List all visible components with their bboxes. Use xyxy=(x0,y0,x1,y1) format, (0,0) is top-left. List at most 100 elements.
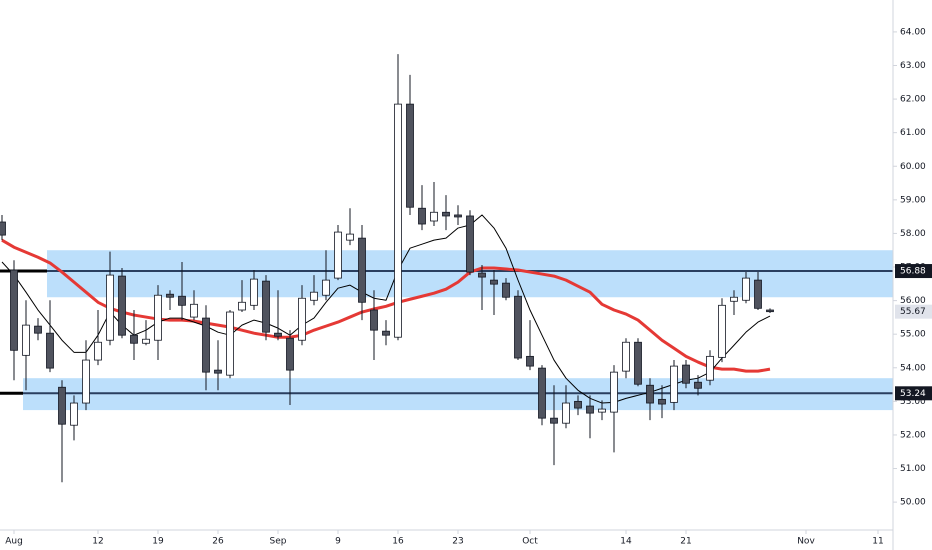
x-tick-label: 12 xyxy=(92,537,103,547)
candle-body xyxy=(226,311,234,376)
candle-body xyxy=(490,279,498,285)
y-tick-label: 55.00 xyxy=(900,330,926,340)
x-tick-label: 21 xyxy=(680,537,691,547)
candle-body xyxy=(0,221,6,236)
y-tick-label: 50.00 xyxy=(900,498,926,508)
x-tick-label: 9 xyxy=(335,537,341,547)
candle-body xyxy=(214,369,222,374)
candle-body xyxy=(526,355,534,367)
candle-body xyxy=(598,408,606,413)
x-tick-label: 16 xyxy=(392,537,404,547)
candle-body xyxy=(70,402,78,426)
candle-body xyxy=(574,400,582,409)
candle-body xyxy=(34,325,42,334)
candle-body xyxy=(514,295,522,359)
candle-body xyxy=(118,275,126,336)
x-tick-label: 14 xyxy=(620,537,632,547)
candle-body xyxy=(382,330,390,336)
x-tick-label: 23 xyxy=(452,537,463,547)
y-tick-label: 62.00 xyxy=(900,95,926,105)
x-tick-label: 26 xyxy=(212,537,224,547)
x-tick-label: Sep xyxy=(270,537,287,547)
candle-body xyxy=(418,207,426,225)
y-tick-label: 63.00 xyxy=(900,61,926,71)
candle-body xyxy=(178,295,186,306)
candle-body xyxy=(742,277,750,301)
y-tick-label: 59.00 xyxy=(900,195,926,205)
x-tick-label: Aug xyxy=(5,537,23,547)
candle-body xyxy=(658,398,666,405)
moving-average-line xyxy=(1,238,771,373)
candle-body xyxy=(190,303,198,318)
candle-body xyxy=(286,337,294,371)
time-axis-background xyxy=(0,530,893,550)
moving-average-line xyxy=(1,214,771,404)
last-price-label: 55.67 xyxy=(900,307,926,317)
y-tick-label: 56.00 xyxy=(900,296,926,306)
candle-body xyxy=(250,278,258,306)
candle-body xyxy=(622,341,630,372)
candle-body xyxy=(562,402,570,424)
y-tick-label: 60.00 xyxy=(900,162,926,172)
candle-body xyxy=(538,367,546,419)
candle-body xyxy=(262,280,270,333)
candle-body xyxy=(694,381,702,389)
candle-body xyxy=(154,294,162,341)
candle-body xyxy=(454,214,462,218)
candle-body xyxy=(238,301,246,311)
y-tick-label: 52.00 xyxy=(900,430,926,440)
x-tick-label: Nov xyxy=(797,537,815,547)
candle-body xyxy=(82,359,90,404)
candle-body xyxy=(406,103,414,208)
candle-body xyxy=(310,291,318,301)
y-tick-label: 61.00 xyxy=(900,128,926,138)
candle-body xyxy=(142,338,150,344)
y-tick-label: 51.00 xyxy=(900,464,926,474)
y-tick-label: 53.00 xyxy=(900,397,926,407)
candle-body xyxy=(322,279,330,296)
candle-body xyxy=(130,334,138,344)
candle-body xyxy=(550,417,558,424)
candle-body xyxy=(730,296,738,302)
candle-body xyxy=(106,274,114,341)
x-tick-label: 11 xyxy=(872,537,883,547)
x-tick-label: 19 xyxy=(152,537,164,547)
candle-body xyxy=(394,103,402,338)
candle-body xyxy=(334,231,342,279)
candle-body xyxy=(274,332,282,337)
candle-body xyxy=(646,384,654,404)
candle-body xyxy=(766,309,774,313)
candle-body xyxy=(634,341,642,385)
candle-body xyxy=(586,405,594,414)
candle-body xyxy=(466,215,474,273)
price-marker-label: 53.24 xyxy=(900,389,926,399)
candle-body xyxy=(298,297,306,341)
candle-body xyxy=(754,279,762,309)
candle-body xyxy=(706,355,714,381)
candle-body xyxy=(202,317,210,373)
last-price-marker xyxy=(895,304,932,319)
candle-body xyxy=(670,365,678,403)
candle-body xyxy=(358,237,366,303)
candle-body xyxy=(346,233,354,241)
candle-body xyxy=(442,211,450,217)
y-tick-label: 54.00 xyxy=(900,363,926,373)
candle-body xyxy=(46,332,54,369)
candle-body xyxy=(718,304,726,358)
candle-body xyxy=(10,269,18,351)
candle-body xyxy=(682,364,690,384)
candle-body xyxy=(610,371,618,413)
price-marker xyxy=(895,386,932,401)
price-marker xyxy=(895,264,932,279)
candle-body xyxy=(502,282,510,298)
candle-body xyxy=(166,293,174,298)
candle-body xyxy=(370,309,378,331)
price-marker-label: 56.88 xyxy=(900,267,926,277)
y-tick-label: 58.00 xyxy=(900,229,926,239)
candle-body xyxy=(94,341,102,361)
candle-body xyxy=(22,324,30,356)
x-tick-label: Oct xyxy=(522,537,538,547)
candle-body xyxy=(430,211,438,222)
